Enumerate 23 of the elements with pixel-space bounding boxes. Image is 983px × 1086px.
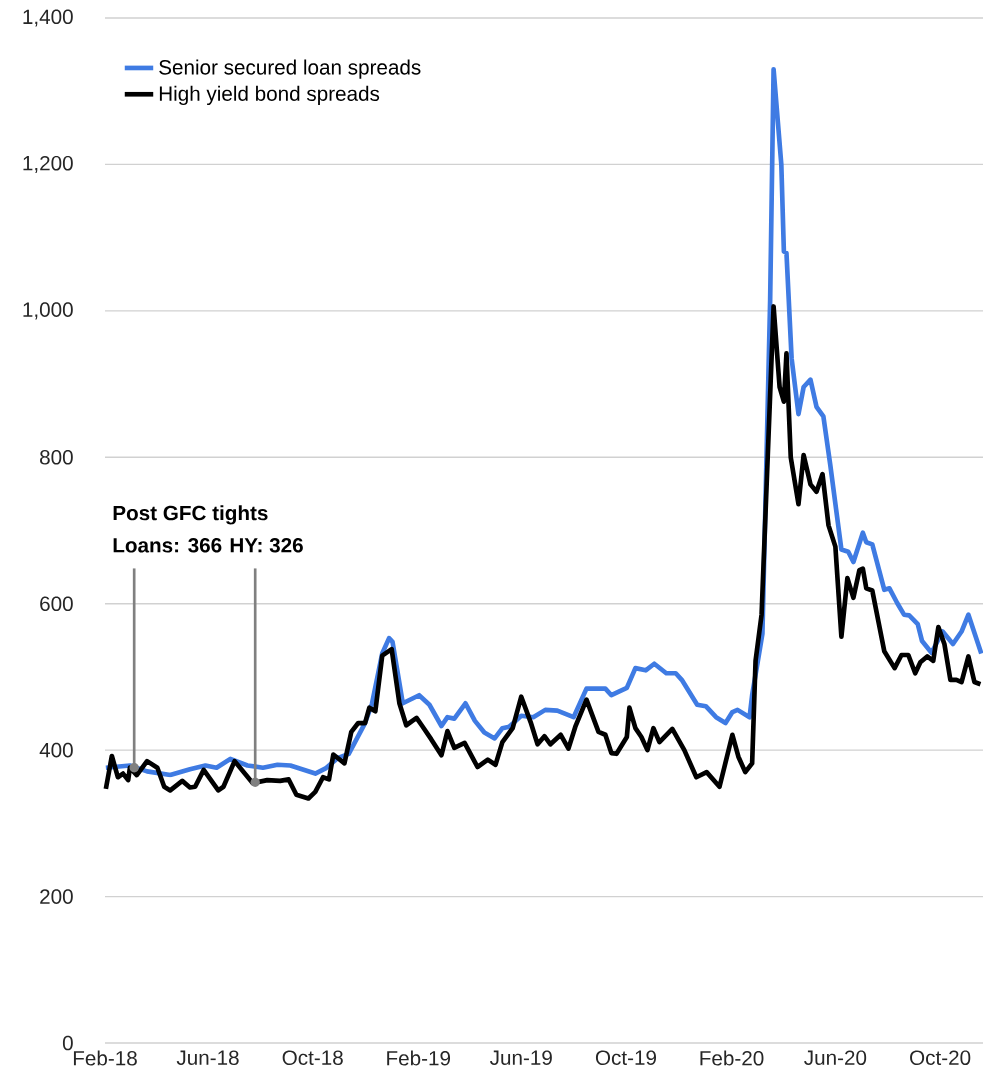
x-tick-label: Feb-18 (73, 1050, 137, 1066)
y-tick-label: 800 (40, 449, 73, 465)
x-tick-label: Feb-20 (700, 1050, 764, 1066)
legend-label: High yield bond spreads (159, 85, 380, 106)
x-tick-label: Jun-18 (176, 1050, 239, 1066)
annotation: Loans: 366 (113, 537, 222, 553)
y-tick-label: 0 (62, 1035, 73, 1051)
x-tick-label: Oct-20 (910, 1050, 971, 1066)
x-tick-label: Oct-18 (282, 1050, 343, 1066)
y-tick-label: 400 (39, 742, 73, 758)
x-tick-label: Oct-19 (595, 1050, 656, 1066)
y-tick-label: 1,200 (23, 155, 73, 173)
annotation: Post GFC tights (113, 505, 268, 525)
y-tick-label: 1,000 (23, 302, 73, 320)
x-tick-label: Jun-20 (804, 1050, 867, 1066)
y-tick-label: 200 (40, 889, 73, 904)
y-tick-label: 1,400 (23, 9, 73, 27)
y-tick-label: 600 (40, 596, 73, 612)
x-tick-label: Jun-19 (489, 1050, 552, 1066)
annotation: HY: 326 (230, 537, 303, 553)
x-tick-label: Feb-19 (387, 1050, 451, 1066)
legend-label: Senior secured loan spreads (159, 59, 421, 79)
line-series (103, 304, 983, 801)
